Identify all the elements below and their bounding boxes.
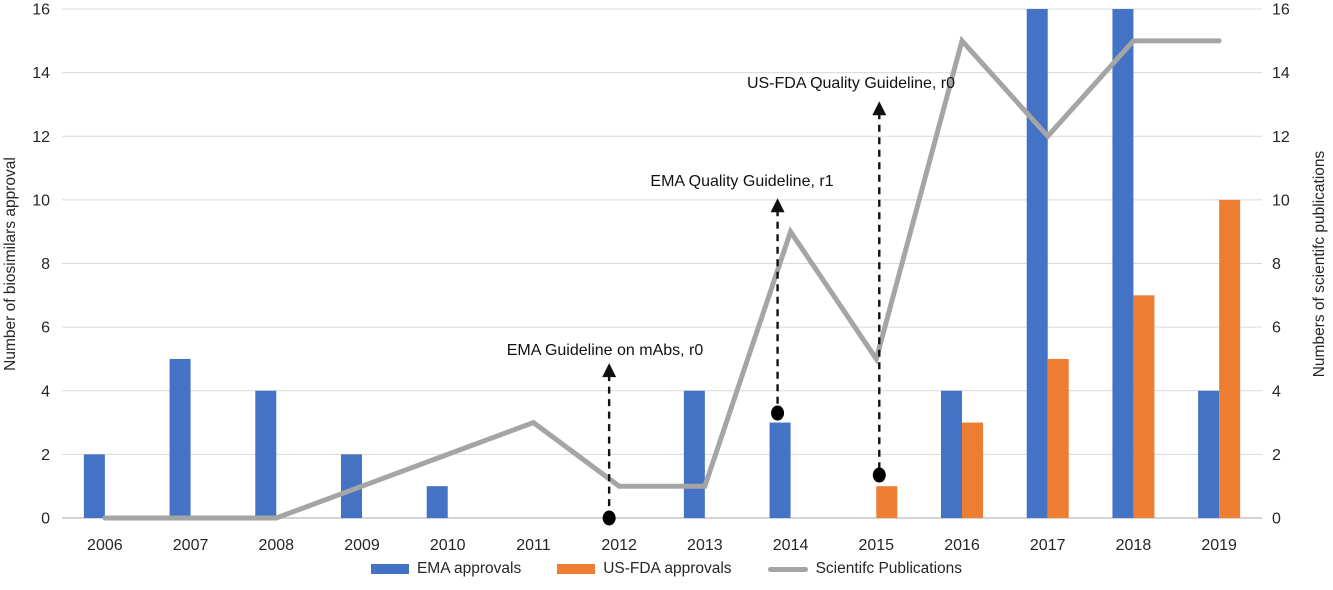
year-label-2006: 2006 bbox=[87, 537, 123, 554]
bar-ema-2008 bbox=[255, 390, 277, 518]
bar-ema-2016 bbox=[941, 390, 962, 518]
annotation-label-1: EMA Guideline on mAbs, r0 bbox=[507, 342, 704, 359]
left-tick-10: 10 bbox=[32, 192, 50, 209]
year-label-2019: 2019 bbox=[1201, 537, 1237, 554]
x-axis-year-labels: 2006 2007 2008 2009 2010 2011 2012 2013 2014 2015… bbox=[87, 537, 1237, 554]
bar-ema-2013 bbox=[683, 390, 705, 518]
year-label-2016: 2016 bbox=[944, 537, 980, 554]
year-label-2012: 2012 bbox=[601, 537, 637, 554]
bar-ema-2007 bbox=[169, 358, 191, 518]
legend-item-ema-approvals: EMA approvals bbox=[370, 560, 522, 578]
legend-label: EMA approvals bbox=[416, 560, 522, 577]
right-tick-0: 0 bbox=[1272, 511, 1281, 528]
year-label-2011: 2011 bbox=[516, 537, 551, 554]
left-tick-8: 8 bbox=[41, 256, 50, 273]
left-tick-0: 0 bbox=[41, 511, 50, 528]
annotation-arrowhead-3 bbox=[872, 101, 887, 116]
right-tick-10: 10 bbox=[1272, 192, 1290, 209]
right-tick-14: 14 bbox=[1272, 65, 1290, 82]
right-axis-title: Numbers of scientifc publications bbox=[1311, 150, 1328, 377]
right-tick-2: 2 bbox=[1272, 447, 1281, 464]
annotation-dot-3 bbox=[872, 467, 886, 483]
bar-usfda-2018 bbox=[1133, 295, 1155, 518]
year-label-2013: 2013 bbox=[687, 537, 723, 554]
left-tick-6: 6 bbox=[41, 320, 50, 337]
legend-bar-swatch bbox=[370, 564, 409, 574]
right-axis-ticks: 0 2 4 6 8 10 12 14 16 bbox=[1272, 2, 1290, 528]
left-tick-2: 2 bbox=[41, 447, 50, 464]
publications-line bbox=[102, 35, 1222, 521]
bar-ema-2006 bbox=[83, 454, 105, 518]
year-label-2007: 2007 bbox=[173, 537, 209, 554]
left-tick-12: 12 bbox=[32, 129, 50, 146]
annotation-dot-2 bbox=[771, 405, 785, 421]
right-tick-8: 8 bbox=[1272, 256, 1281, 273]
chart-legend: EMA approvals US-FDA approvals Scientifc P… bbox=[0, 560, 1333, 578]
year-label-2009: 2009 bbox=[344, 537, 380, 554]
bar-ema-2014 bbox=[769, 422, 791, 518]
right-tick-16: 16 bbox=[1272, 2, 1290, 19]
year-label-2008: 2008 bbox=[258, 537, 294, 554]
legend-label: Scientifc Publications bbox=[815, 560, 963, 577]
annotation-arrowhead-1 bbox=[602, 363, 617, 378]
annotation-arrowhead-2 bbox=[770, 198, 785, 213]
bar-usfda-2016 bbox=[962, 422, 983, 518]
legend-item-us-fda-approvals: US-FDA approvals bbox=[557, 560, 732, 578]
year-label-2017: 2017 bbox=[1030, 537, 1066, 554]
line-series bbox=[102, 35, 1222, 521]
year-label-2015: 2015 bbox=[858, 537, 894, 554]
year-label-2010: 2010 bbox=[430, 537, 466, 554]
annotation-dot-1 bbox=[602, 510, 616, 526]
left-axis-title: Number of biosimilars approval bbox=[2, 157, 19, 371]
legend-bar-swatch bbox=[557, 564, 596, 574]
annotation-label-2: EMA Quality Guideline, r1 bbox=[650, 173, 833, 190]
right-tick-6: 6 bbox=[1272, 320, 1281, 337]
gridlines bbox=[62, 8, 1262, 519]
legend-label: US-FDA approvals bbox=[603, 560, 732, 577]
bar-usfda-2019 bbox=[1219, 199, 1241, 518]
annotation-label-3: US-FDA Quality Guideline, r0 bbox=[747, 75, 955, 92]
legend-line-swatch bbox=[767, 566, 808, 572]
bar-usfda-2015 bbox=[876, 486, 898, 518]
bar-ema-2009 bbox=[341, 454, 362, 518]
year-label-2014: 2014 bbox=[773, 537, 809, 554]
annotations: EMA Guideline on mAbs, r0 EMA Quality Gui… bbox=[507, 75, 955, 526]
bar-series bbox=[83, 9, 1241, 518]
bar-ema-2018 bbox=[1112, 9, 1134, 518]
left-tick-4: 4 bbox=[41, 383, 50, 400]
bar-ema-2019 bbox=[1198, 390, 1220, 518]
bar-usfda-2017 bbox=[1047, 358, 1069, 518]
left-tick-16: 16 bbox=[32, 2, 50, 19]
legend-item-scientifc-publications: Scientifc Publications bbox=[767, 560, 963, 578]
right-tick-12: 12 bbox=[1272, 129, 1290, 146]
left-tick-14: 14 bbox=[32, 65, 50, 82]
bar-ema-2010 bbox=[426, 486, 448, 518]
left-axis-ticks: 0 2 4 6 8 10 12 14 16 bbox=[32, 2, 50, 528]
right-tick-4: 4 bbox=[1272, 383, 1281, 400]
year-label-2018: 2018 bbox=[1116, 537, 1152, 554]
bar-ema-2017 bbox=[1026, 9, 1048, 518]
